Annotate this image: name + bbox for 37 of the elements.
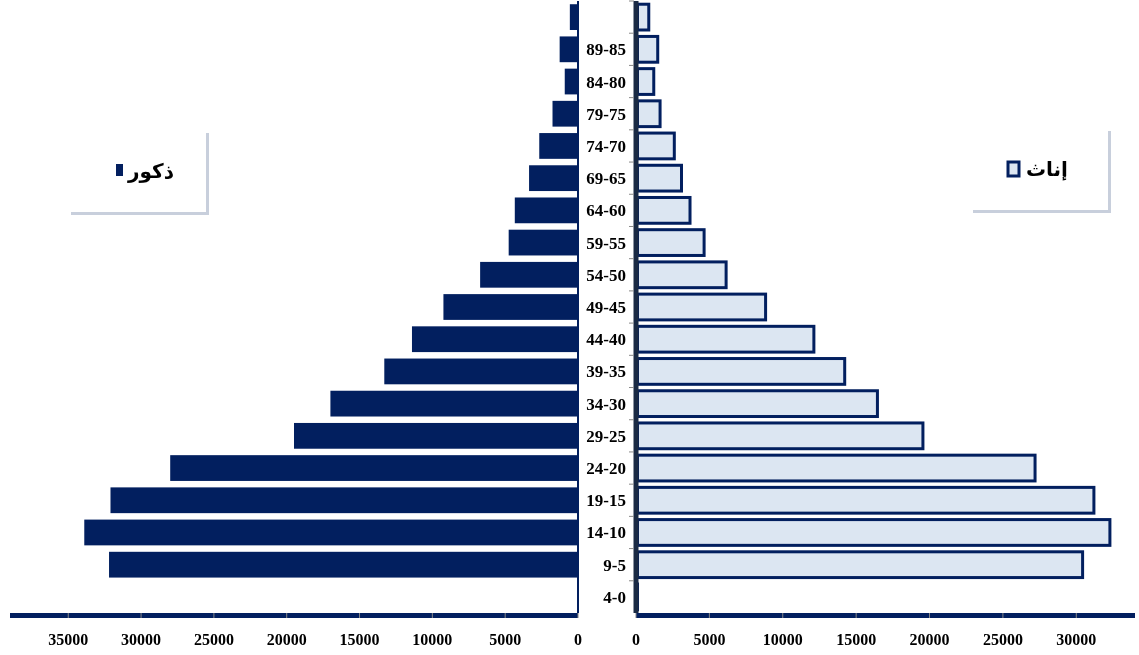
y-tick-label: 19-15 [586, 491, 626, 511]
x-tick-label: 5000 [693, 631, 726, 648]
x-tick-label: 20000 [909, 631, 950, 648]
legend-label: إناث [1026, 157, 1068, 181]
y-tick-label: 39-35 [586, 362, 626, 382]
x-tick-label: 30000 [121, 631, 162, 648]
x-tick-label: 15000 [836, 631, 877, 648]
x-tick-label: 25000 [193, 631, 234, 648]
x-tick-label: 5000 [489, 631, 522, 648]
x-tick-label: 35000 [48, 631, 89, 648]
y-tick-label: 9-5 [603, 555, 626, 575]
y-tick-label: 89-85 [586, 40, 626, 60]
x-tick-label: 10000 [412, 631, 453, 648]
y-tick-label: 29-25 [586, 426, 626, 446]
y-tick-label: 34-30 [586, 394, 626, 414]
y-tick-label: 74-70 [586, 136, 626, 156]
y-tick-label: 14-10 [586, 523, 626, 543]
legend: ذكور [68, 130, 209, 215]
y-tick-label: 4-0 [603, 587, 626, 607]
y-tick-label: 54-50 [586, 265, 626, 285]
y-tick-label: 59-55 [586, 233, 626, 253]
x-tick-label: 30000 [1056, 631, 1097, 648]
x-tick-label: 20000 [266, 631, 307, 648]
legend: إناث [970, 128, 1111, 213]
x-tick-label: 25000 [982, 631, 1023, 648]
x-tick-label: 0 [574, 631, 582, 648]
y-tick-label: 69-65 [586, 169, 626, 189]
x-tick-label: 10000 [762, 631, 803, 648]
y-tick-label: 64-60 [586, 201, 626, 221]
y-tick-label: 24-20 [586, 459, 626, 479]
x-tick-label: 15000 [339, 631, 380, 648]
y-tick-label: 79-75 [586, 104, 626, 124]
y-tick-label: 44-40 [586, 330, 626, 350]
y-tick-label: 49-45 [586, 298, 626, 317]
legend-label: ذكور [127, 159, 174, 183]
x-tick-label: 0 [632, 631, 640, 648]
y-tick-label: 84-80 [586, 72, 626, 92]
